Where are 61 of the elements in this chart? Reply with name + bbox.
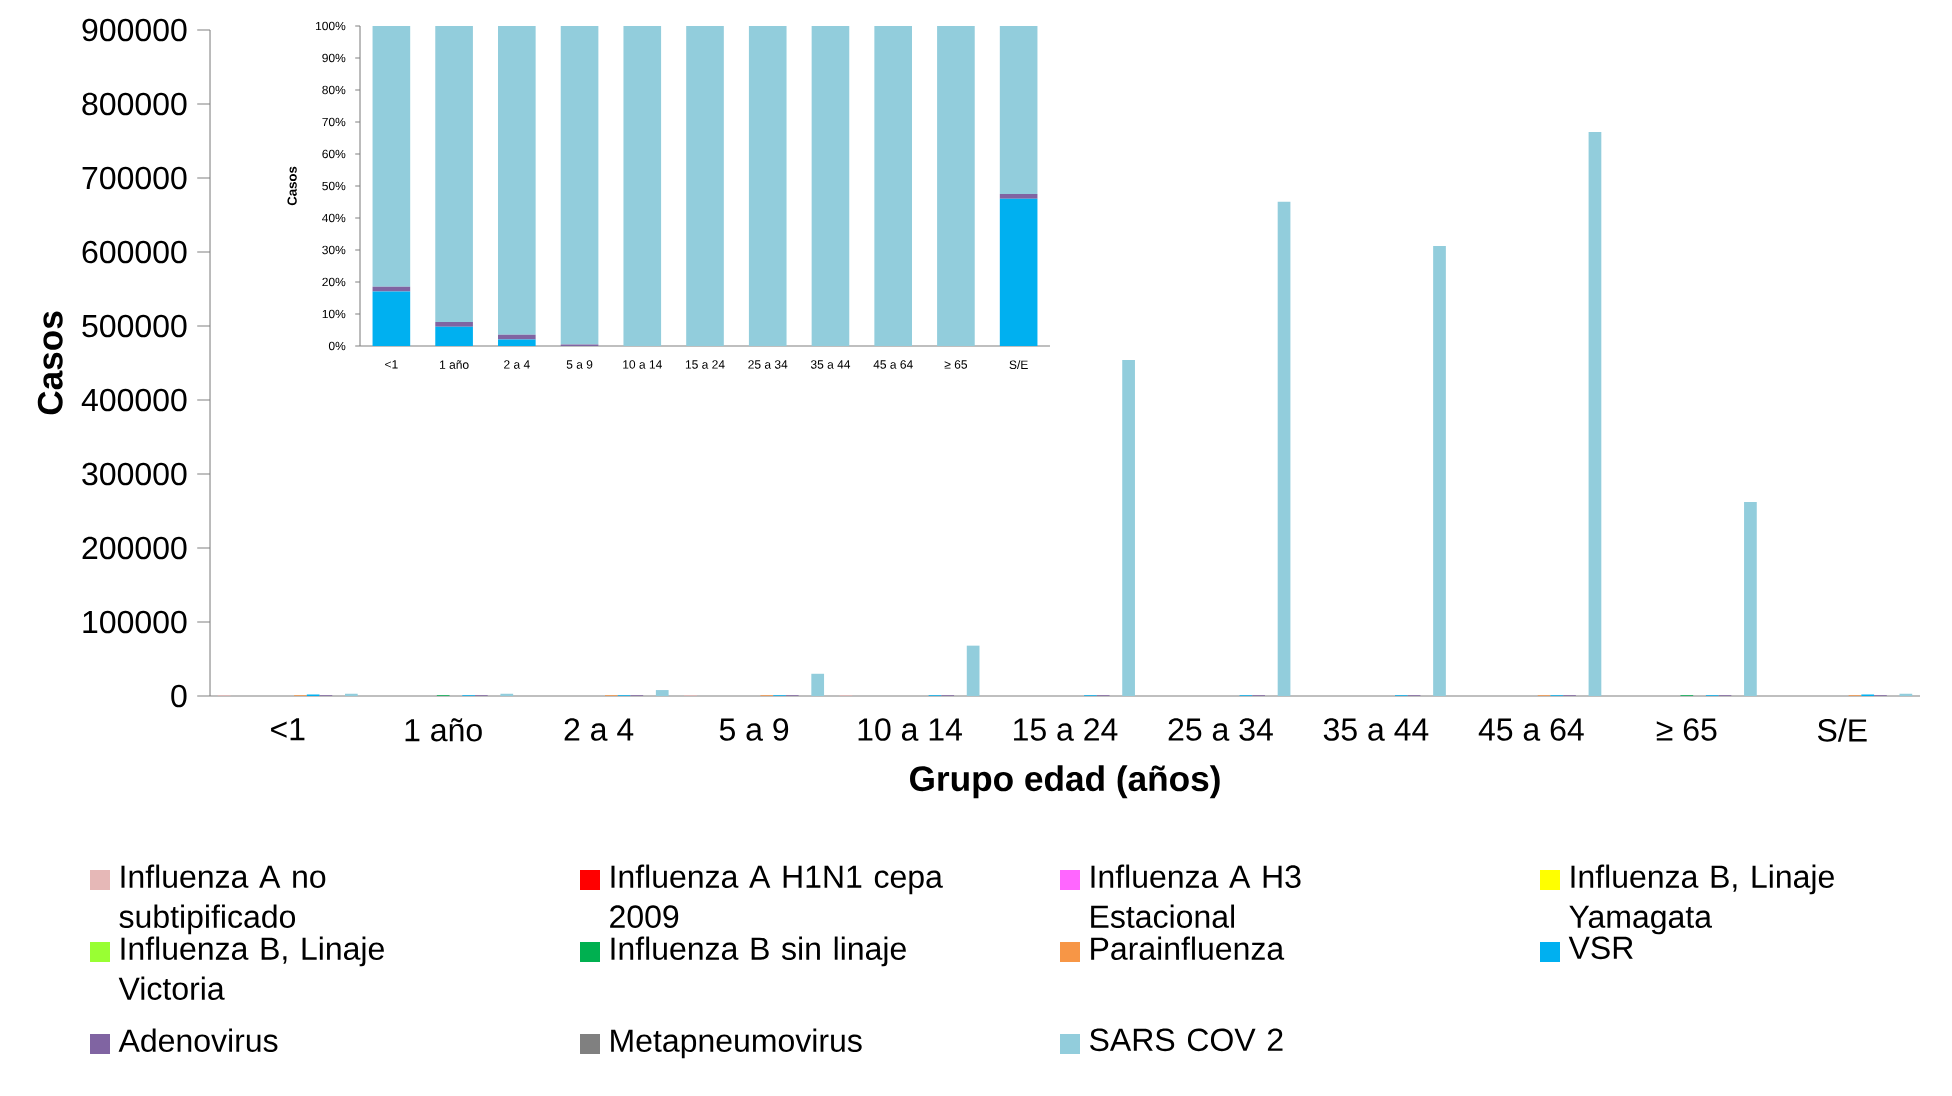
bar [435,321,473,327]
x-tick-label: 45 a 64 [1478,718,1584,741]
bar [1744,502,1757,696]
legend-label: Influenza B sin linaje [611,936,906,967]
legend-label: Metapneumovirus [611,1028,862,1059]
x-tick-label: S/E [1817,718,1867,742]
bar [498,339,536,346]
y-tick-label: 800000 [82,92,187,116]
legend-label: Adenovirus [118,1028,278,1052]
y-tick-label: 200000 [82,536,187,560]
legend-label: VSR [1568,936,1633,960]
bar [1122,360,1135,696]
legend-label: Influenza B, Linaje Victoria [118,936,384,1000]
bar [999,193,1038,199]
bar [435,326,473,346]
y-tick-label: 600000 [82,240,187,264]
x-tick-label: 5 a 9 [719,718,789,741]
bar [655,690,669,696]
legend-label: Influenza A no subtipificado [119,864,326,935]
x-tick-label: 2 a 4 [564,718,634,741]
bar [435,25,473,322]
y-tick-label: 100000 [83,610,187,634]
x-tick-label: 25 a 34 [1168,718,1273,741]
bar [560,25,599,345]
legend-label: Influenza A H3 Estacional [1091,864,1301,928]
bar [874,25,913,346]
bar [937,25,975,346]
bar [999,25,1038,194]
legend-label: Parainfluenza [1091,936,1285,960]
y-tick-label: 500000 [82,314,187,338]
x-tick-label: 15 a 24 [1014,718,1118,741]
bar [372,286,411,292]
x-tick-label: 1 año [405,718,482,742]
bar [811,25,850,346]
legend-label: Influenza A H1N1 cepa 2009 [610,864,943,928]
bar [999,198,1038,346]
x-tick-label: <1 [271,718,305,741]
y-tick-label: 700000 [82,166,187,190]
x-tick-label: ≥ 65 [1656,718,1717,741]
bar [372,25,411,287]
bar [1588,132,1602,696]
bar [498,334,536,340]
x-axis-title: Grupo edad (años) [910,765,1220,799]
bar [623,25,662,346]
x-tick-label: 10 a 14 [858,718,962,741]
legend-label: Influenza B, Linaje Yamagata [1569,864,1834,935]
bar [966,645,980,696]
bar [686,25,724,346]
y-tick-label: 400000 [81,388,187,412]
bar [748,25,787,346]
bar [1433,246,1446,696]
bar [498,25,536,335]
bar [372,291,411,346]
y-tick-label: 900000 [82,18,187,42]
y-tick-label: 300000 [82,462,187,486]
y-tick-label: 0 [171,684,187,708]
legend-label: SARS COV 2 [1090,1028,1283,1052]
bar [811,673,825,696]
bar [1277,201,1291,696]
y-axis-title: Casos [37,311,63,415]
x-tick-label: 35 a 44 [1323,718,1429,741]
